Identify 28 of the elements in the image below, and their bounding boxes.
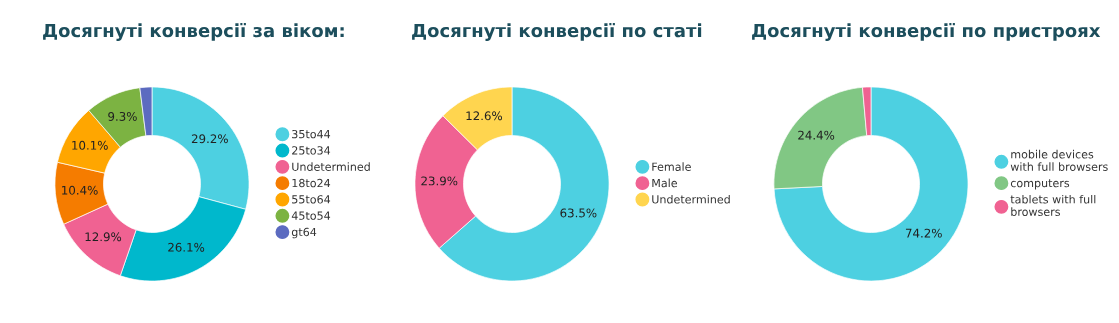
data-label: 29.2% [191,134,228,144]
donut-slice [773,86,969,282]
legend-label: Female [652,162,691,171]
chart-title: Досягнуті конверсії по статі [412,23,702,41]
legend-label: 25to34 [292,146,331,155]
data-label: 10.1% [72,140,108,150]
legend-label: tablets with full browsers [1010,194,1096,216]
data-label: 10.4% [62,185,98,195]
legend-label: computers [1010,179,1070,190]
data-label: 26.1% [168,242,205,252]
data-label: 12.6% [466,111,503,121]
data-label: 9.3% [108,111,137,121]
data-label: 24.4% [798,130,835,140]
legend-label: Undetermined [292,162,370,171]
data-label: 12.9% [85,232,122,242]
legend-label: 55to64 [292,195,331,204]
legend-label: 18to24 [292,178,331,188]
legend-label: gt64 [291,227,317,239]
legend-label: 45to54 [291,211,331,220]
legend-label: mobile devices with full browsers [1010,149,1108,171]
legend-label: 35to44 [292,129,331,139]
chart-title: Досягнуті конверсії по пристроях [752,23,1101,41]
legend-label: Undetermined [652,194,730,204]
chart-title: Досягнуті конверсії за віком: [43,23,344,41]
data-label: 23.9% [421,176,458,186]
data-label: 63.5% [560,208,597,218]
legend-label: Male [652,178,678,188]
data-label: 74.2% [905,228,942,238]
